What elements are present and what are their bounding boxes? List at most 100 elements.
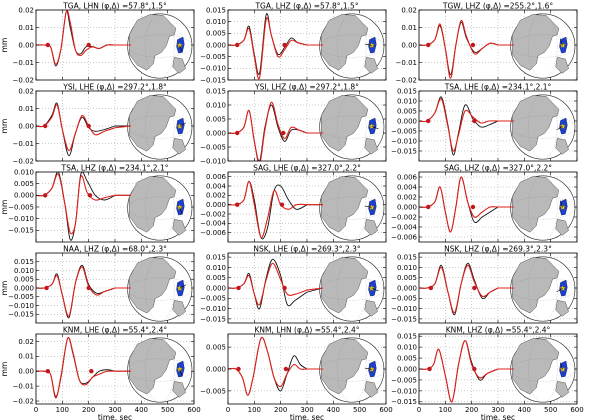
continent-shape bbox=[512, 14, 560, 71]
y-tick-label: −0.002 bbox=[391, 213, 417, 221]
island-shape bbox=[172, 300, 186, 317]
y-tick-label: 0.005 bbox=[397, 354, 417, 362]
parallel-line bbox=[510, 277, 576, 301]
y-tick-label: 0.000 bbox=[206, 284, 226, 292]
observed-trace bbox=[228, 180, 323, 240]
continent-shape bbox=[128, 338, 177, 395]
x-tick-label: 200 bbox=[82, 406, 95, 414]
y-tick-label: 0.01 bbox=[18, 24, 34, 32]
pick-marker bbox=[235, 202, 240, 207]
y-tick-label: −0.015 bbox=[8, 311, 34, 319]
y-axis-label: mm bbox=[0, 281, 9, 296]
y-tick-label: 0.005 bbox=[206, 344, 226, 352]
y-tick-label: 0.010 bbox=[206, 264, 226, 272]
island-shape bbox=[172, 138, 186, 155]
meridian-line bbox=[145, 94, 175, 160]
y-tick-label: 0.02 bbox=[18, 338, 34, 346]
meridian-line bbox=[145, 337, 175, 403]
meridian-line bbox=[145, 256, 175, 322]
x-tick-label: 300 bbox=[300, 406, 313, 414]
parallel-line bbox=[510, 115, 576, 139]
island-shape bbox=[364, 219, 378, 236]
subplot-nsk-lhe: −0.015 −0.010 −0.005 0.000 0.005 0.010 0.015 NS… bbox=[200, 245, 387, 324]
y-tick-label: −0.005 bbox=[8, 293, 34, 301]
observed-trace bbox=[419, 340, 514, 403]
meridian-line bbox=[528, 175, 558, 241]
station-path-line bbox=[556, 126, 563, 131]
station-path-line bbox=[560, 362, 564, 370]
parallel-line bbox=[319, 115, 385, 139]
meridian-line bbox=[337, 94, 367, 160]
meridian-line bbox=[528, 337, 558, 403]
y-tick-label: 0.006 bbox=[206, 173, 227, 181]
y-tick-label: −0.005 bbox=[200, 53, 226, 61]
parallel-line bbox=[319, 358, 385, 382]
traces-group bbox=[228, 336, 385, 403]
y-tick-label: −0.010 bbox=[8, 215, 34, 223]
parallel-line bbox=[510, 34, 576, 58]
station-path-line bbox=[371, 288, 379, 292]
y-tick-label: 0.000 bbox=[397, 203, 417, 211]
y-tick-label: 0.000 bbox=[206, 365, 226, 373]
continent-shape bbox=[512, 257, 560, 314]
y-tick-label: 0.010 bbox=[14, 267, 34, 275]
meridian-line bbox=[337, 175, 367, 241]
continent-shape bbox=[512, 95, 560, 152]
epicenter-star-icon bbox=[368, 284, 375, 292]
subplot-title: KNM, LHN (φ,Δ) =55.4°,2.4° bbox=[254, 326, 359, 335]
x-axis-label: time, sec bbox=[290, 413, 324, 420]
y-tick-label: −0.015 bbox=[391, 398, 417, 406]
epicenter-star-icon bbox=[559, 284, 566, 292]
synthetic-trace bbox=[36, 337, 131, 399]
y-tick-label: −0.015 bbox=[391, 315, 417, 323]
y-tick-label: −0.02 bbox=[396, 76, 417, 84]
traces-group bbox=[228, 175, 385, 241]
y-tick-label: 0.01 bbox=[18, 353, 34, 361]
y-tick-label: −0.015 bbox=[8, 227, 34, 235]
x-tick-label: 100 bbox=[248, 406, 261, 414]
traces-group bbox=[419, 13, 576, 79]
pick-marker bbox=[87, 193, 93, 198]
island-shape bbox=[364, 138, 378, 155]
meridian-line bbox=[528, 13, 558, 79]
y-tick-label: 0.006 bbox=[397, 173, 418, 181]
island-shape bbox=[364, 300, 378, 317]
subplot-tgw-lhz: −0.02 −0.01 0.00 0.01 0.02 TGW, LHZ (φ,Δ) =25… bbox=[396, 2, 578, 84]
y-tick-label: 0.015 bbox=[397, 333, 417, 341]
y-tick-label: −0.004 bbox=[200, 220, 226, 228]
x-tick-label: 200 bbox=[465, 406, 478, 414]
observed-trace bbox=[36, 337, 131, 398]
pick-marker bbox=[428, 285, 434, 291]
station-path-line bbox=[364, 205, 372, 208]
subplot-title: YSI, LHZ (φ,Δ) =297.2°,1.8° bbox=[254, 83, 359, 92]
epicenter-star-icon bbox=[176, 41, 183, 49]
pick-marker bbox=[472, 366, 477, 372]
subplot-tga-lhz: −0.015 −0.010 −0.005 0.000 0.005 0.010 0.015 TG… bbox=[200, 2, 387, 84]
y-tick-label: −0.010 bbox=[391, 137, 417, 145]
y-tick-label: 0.000 bbox=[397, 365, 417, 373]
station-path-line bbox=[179, 284, 187, 289]
meridian-line bbox=[145, 13, 175, 79]
x-tick-label: 500 bbox=[353, 406, 366, 414]
station-path-line bbox=[560, 200, 564, 208]
x-tick-label: 600 bbox=[187, 406, 200, 414]
subplot-ysi-lhz: −0.010 −0.005 0.000 0.005 0.010 0.015 YSI, LHZ… bbox=[200, 83, 387, 165]
y-tick-label: 0.00 bbox=[401, 41, 417, 49]
y-tick-label: −0.02 bbox=[13, 76, 34, 84]
y-tick-label: 0.000 bbox=[206, 41, 226, 49]
y-tick-label: 0.015 bbox=[397, 87, 417, 95]
x-tick-label: 100 bbox=[439, 406, 452, 414]
synthetic-trace bbox=[419, 340, 514, 403]
pick-marker bbox=[472, 118, 477, 124]
y-tick-label: 0.005 bbox=[206, 30, 226, 38]
synthetic-trace bbox=[36, 266, 131, 317]
subplot-title: NSK, LHZ (φ,Δ) =269.3°,2.3° bbox=[444, 245, 552, 254]
synthetic-trace bbox=[228, 17, 323, 80]
traces-group bbox=[36, 94, 193, 160]
synthetic-trace bbox=[419, 98, 514, 152]
subplot-knm-lhn: −0.005 0.000 0.005 0 100 200 300 400 500 600 KNM, … bbox=[200, 326, 393, 420]
y-tick-label: 0.005 bbox=[397, 274, 417, 282]
pick-marker bbox=[426, 42, 431, 48]
subplot-title: TSA, LHE (φ,Δ) =234.1°,2.1° bbox=[444, 83, 552, 92]
subplot-tsa-lhz: −0.015 −0.010 −0.005 0.000 0.005 0.010 TSA, LH… bbox=[0, 164, 195, 243]
